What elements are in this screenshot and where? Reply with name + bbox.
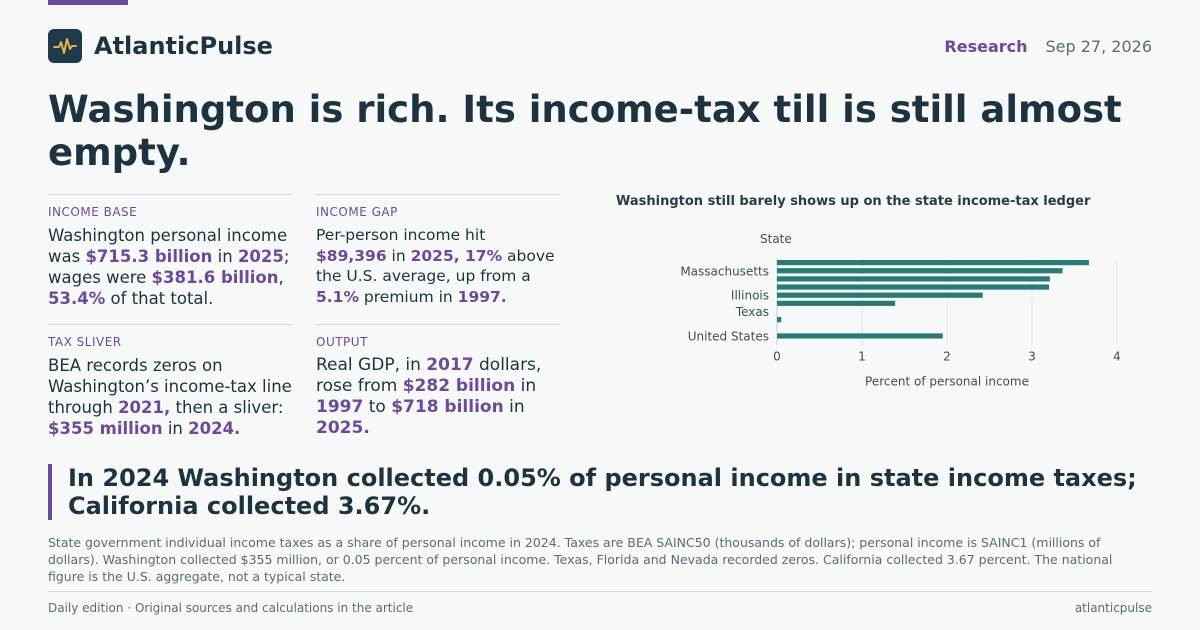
stat-text: Washington personal income was $715.3 bi… <box>48 225 292 309</box>
stat-highlight: 2021, <box>118 398 171 417</box>
stat-highlight: 5.1% <box>316 287 359 306</box>
stat-run: dollars, rose from <box>316 355 542 396</box>
stat-card-output: OUTPUT Real GDP, in 2017 dollars, rose f… <box>316 324 560 439</box>
stat-run: BEA records zeros on Washington’s income… <box>48 356 292 417</box>
income-tax-chart: Washington still barely shows up on the … <box>600 186 1160 396</box>
brand[interactable]: AtlanticPulse <box>48 29 273 63</box>
stat-run: in <box>515 376 537 396</box>
stat-run: Per-person income hit <box>316 226 486 244</box>
stat-card-income-gap: INCOME GAP Per-person income hit $89,396… <box>316 194 560 307</box>
x-axis-title: Percent of personal income <box>865 375 1029 389</box>
stat-highlight: 1997. <box>457 287 507 306</box>
footer-edition: Daily edition · Original sources and cal… <box>48 601 414 615</box>
chart-svg: Washington still barely shows up on the … <box>616 194 1121 389</box>
y-axis-title: State <box>760 232 792 246</box>
stat-run: Washington personal income was <box>48 226 288 266</box>
stat-highlight: $715.3 billion <box>85 247 213 266</box>
x-tick-label: 2 <box>943 350 951 364</box>
y-tick-label: Massachusetts <box>680 264 769 278</box>
chart-note: State government individual income taxes… <box>48 535 1113 584</box>
stat-highlight: 1997 <box>316 397 364 417</box>
stat-highlight: $282 billion <box>402 376 516 396</box>
stat-run: of that total. <box>105 289 214 308</box>
stat-highlight: 2025, 17% <box>410 246 503 265</box>
footer-site[interactable]: atlanticpulse <box>1074 601 1152 615</box>
stat-run: then a sliver: <box>170 398 284 417</box>
stat-label: OUTPUT <box>316 335 368 349</box>
y-tick-label: Texas <box>735 305 769 319</box>
stat-run: , <box>278 268 284 287</box>
stat-text: Per-person income hit $89,396 in 2025, 1… <box>316 225 560 307</box>
bar <box>777 284 1049 290</box>
stat-highlight: 53.4% <box>48 289 106 308</box>
stat-run: in <box>212 247 238 266</box>
stat-text: BEA records zeros on Washington’s income… <box>48 355 292 439</box>
stat-run: ; wages were <box>48 247 290 287</box>
headline: Washington is rich. Its income-tax till … <box>48 88 1122 174</box>
bar <box>777 317 782 323</box>
stat-highlight: 2025 <box>237 247 284 266</box>
stat-highlight: $718 billion <box>391 397 504 417</box>
chart-title: Washington still barely shows up on the … <box>616 194 1091 209</box>
stat-text: Real GDP, in 2017 dollars, rose from $28… <box>316 355 560 439</box>
x-tick-label: 4 <box>1113 350 1121 364</box>
stat-card-tax-sliver: TAX SLIVER BEA records zeros on Washingt… <box>48 324 292 439</box>
footer: Daily edition · Original sources and cal… <box>48 591 1152 615</box>
stat-highlight: 2017 <box>426 355 474 375</box>
stat-run: premium in <box>359 287 458 306</box>
stat-highlight: 2025. <box>316 418 370 438</box>
stat-run: in <box>503 397 525 417</box>
y-tick-label: United States <box>688 329 769 343</box>
stat-run: Real GDP, in <box>316 355 427 375</box>
stat-run: in <box>162 419 189 438</box>
brand-name: AtlanticPulse <box>94 32 273 60</box>
bar <box>777 300 896 306</box>
stat-run: to <box>363 397 392 417</box>
accent-bar <box>48 0 128 5</box>
stat-run: in <box>386 246 411 265</box>
x-tick-label: 0 <box>773 350 781 364</box>
stat-label: TAX SLIVER <box>48 335 122 349</box>
section-link[interactable]: Research <box>944 36 1028 56</box>
x-tick-label: 1 <box>858 350 866 364</box>
x-tick-label: 3 <box>1028 350 1036 364</box>
bar <box>777 333 943 339</box>
stat-run: above the U.S. average, up from a <box>316 246 555 286</box>
stat-highlight: $89,396 <box>316 246 387 265</box>
publish-date: Sep 27, 2026 <box>1045 36 1153 56</box>
bar <box>777 260 1089 266</box>
stat-highlight: 2024. <box>188 419 241 438</box>
bar <box>777 276 1050 282</box>
y-tick-label: Illinois <box>731 289 769 303</box>
stat-label: INCOME BASE <box>48 205 138 219</box>
bar <box>777 292 983 298</box>
stat-label: INCOME GAP <box>316 205 398 219</box>
stat-card-income-base: INCOME BASE Washington personal income w… <box>48 194 292 309</box>
pulse-logo-icon <box>48 29 82 63</box>
site-header: AtlanticPulse Research Sep 27, 2026 <box>48 28 1152 64</box>
stat-highlight: $355 million <box>48 419 163 438</box>
callout-quote: In 2024 Washington collected 0.05% of pe… <box>48 464 1152 520</box>
bar <box>777 268 1063 274</box>
stat-highlight: $381.6 billion <box>151 268 279 287</box>
